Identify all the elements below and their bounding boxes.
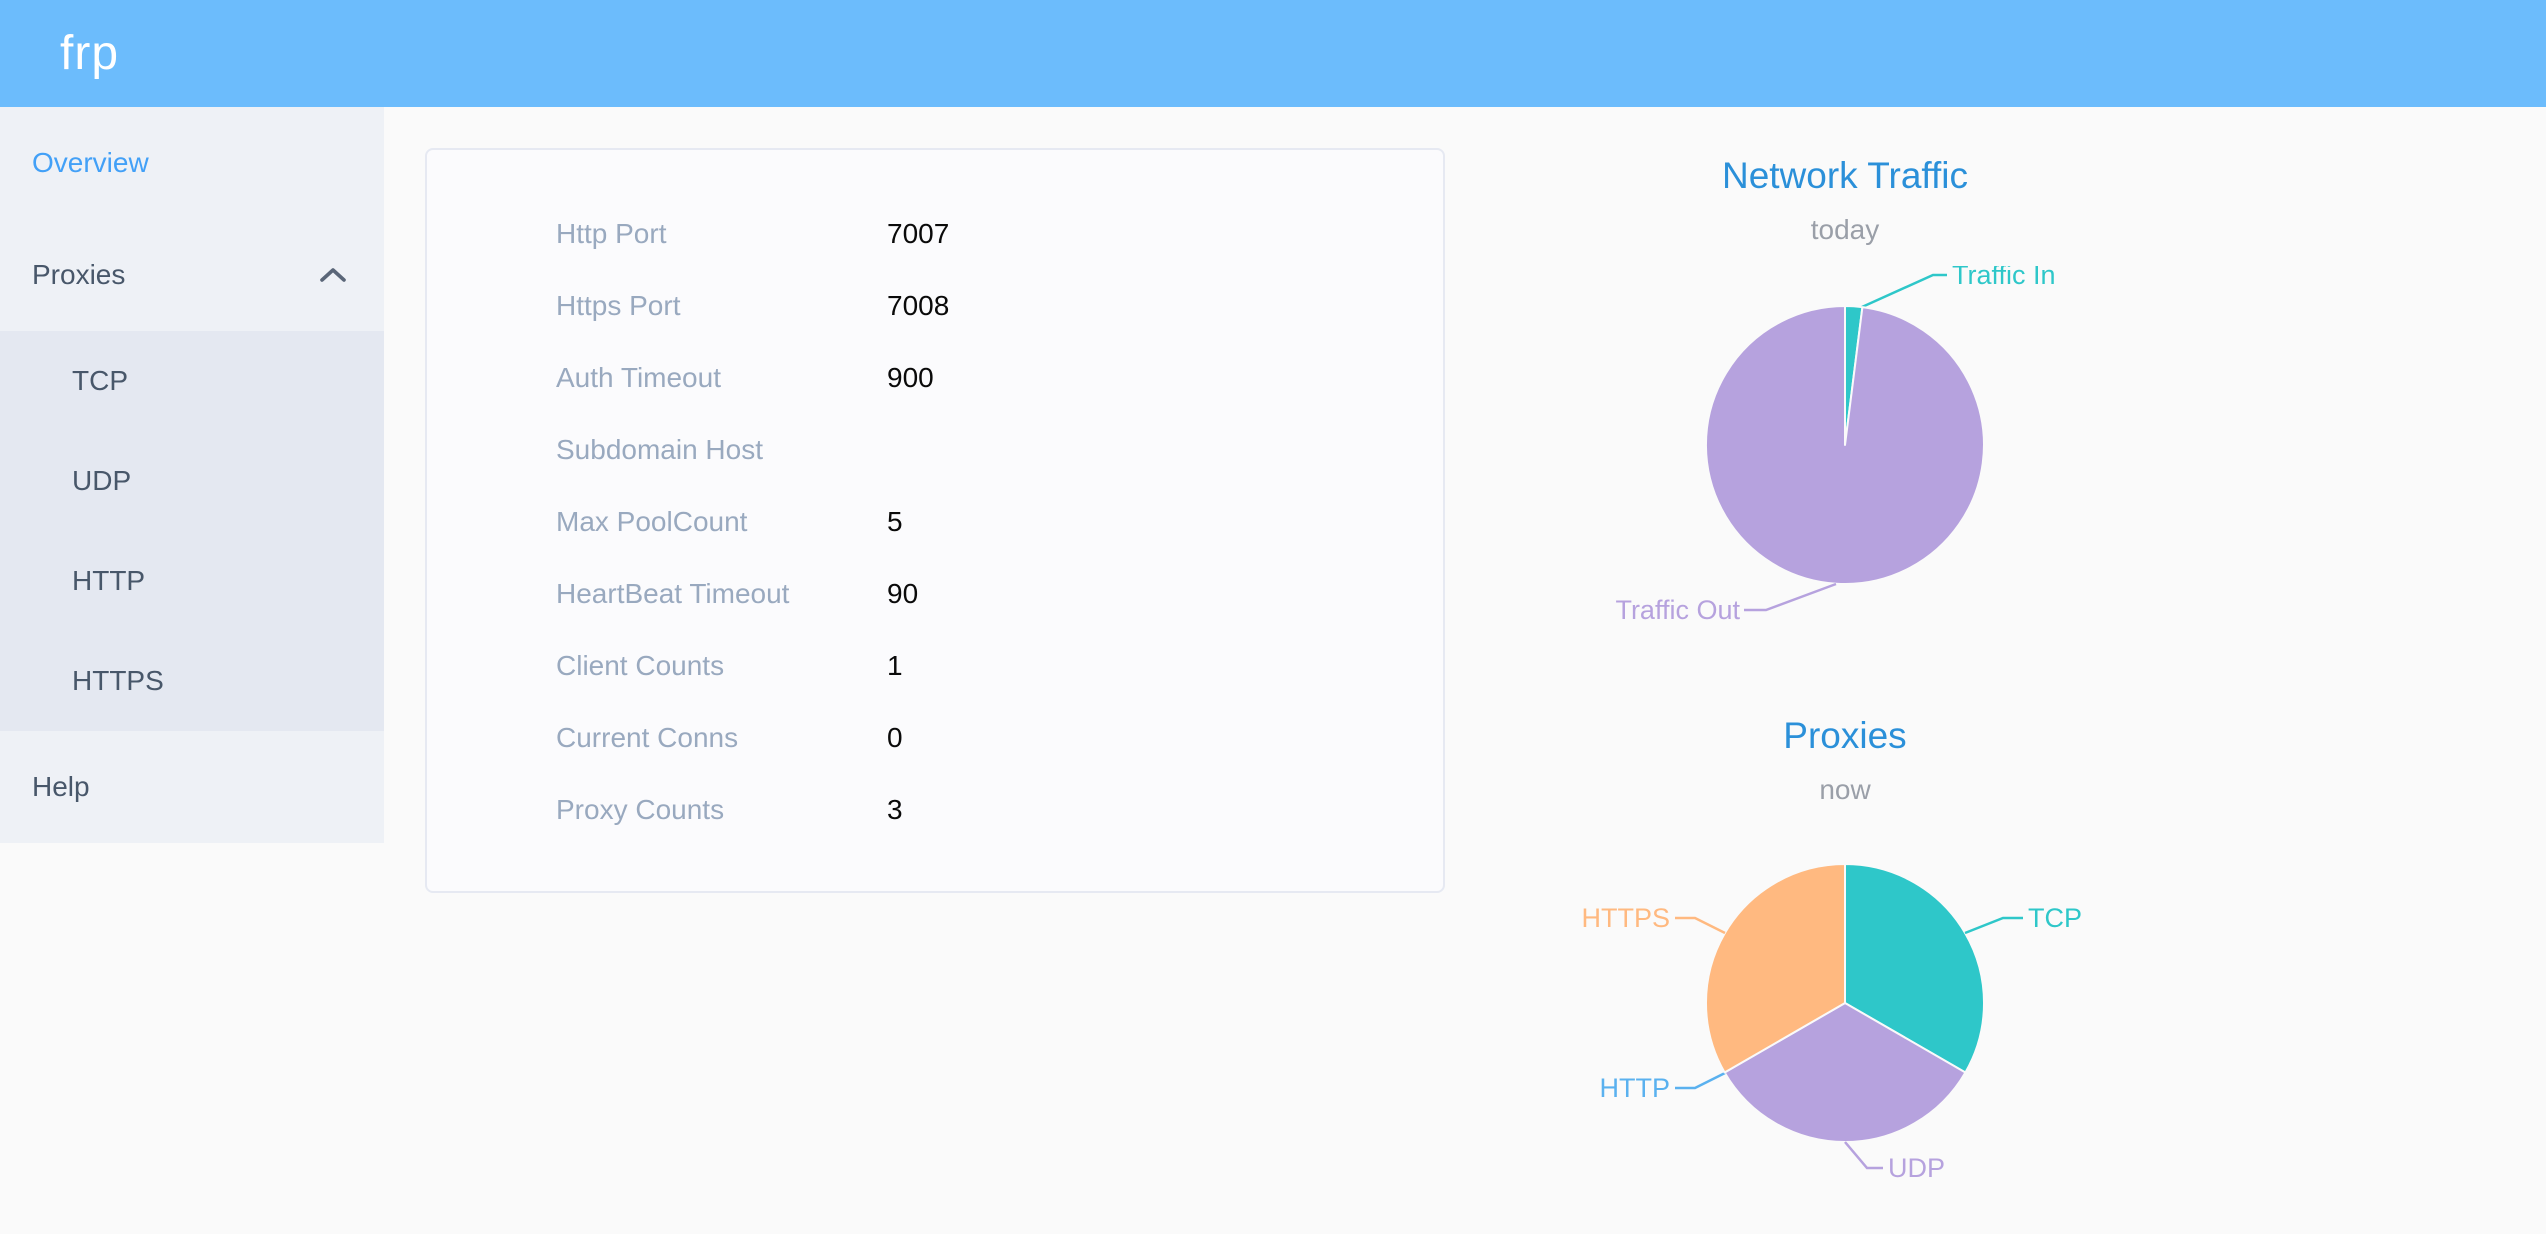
chart-title: Proxies	[1783, 715, 1907, 756]
sidebar-menu: Overview Proxies TCP UDP HTTP HTTPS Help	[0, 107, 384, 843]
config-row-https-port: Https Port 7008	[427, 270, 1443, 342]
config-row-current-conns: Current Conns 0	[427, 702, 1443, 774]
pie-label-traffic-out: Traffic Out	[1615, 595, 1740, 625]
config-row-heartbeat-timeout: HeartBeat Timeout 90	[427, 558, 1443, 630]
config-value: 1	[887, 650, 903, 681]
sidebar-item-https[interactable]: HTTPS	[0, 631, 384, 731]
pie-label-line	[1844, 1141, 1883, 1170]
sidebar-item-https-label: HTTPS	[72, 665, 164, 696]
network-traffic-chart: Network Traffic today Traffic In Traffic …	[1545, 152, 2145, 626]
config-value: 7007	[887, 218, 950, 249]
proxies-pie: TCP UDP HTTP HTTPS	[1581, 863, 2082, 1183]
config-row-auth-timeout: Auth Timeout 900	[427, 342, 1443, 414]
config-value: 900	[887, 362, 934, 393]
config-label: Subdomain Host	[556, 434, 764, 465]
pie-label-line	[1675, 1071, 1726, 1090]
frp-logo: frp	[60, 27, 120, 80]
config-label: Proxy Counts	[556, 794, 725, 825]
pie-label-udp: UDP	[1888, 1153, 1945, 1183]
sidebar-item-help[interactable]: Help	[0, 731, 384, 843]
config-row-subdomain-host: Subdomain Host	[427, 414, 1443, 486]
config-label: Client Counts	[556, 650, 725, 681]
config-row-client-counts: Client Counts 1	[427, 630, 1443, 702]
sidebar-item-proxies[interactable]: Proxies	[0, 219, 384, 331]
config-value: 0	[887, 722, 903, 753]
config-label: HeartBeat Timeout	[556, 578, 790, 609]
config-label: Http Port	[556, 218, 667, 249]
pie-label-line	[1744, 582, 1837, 612]
sidebar-item-help-label: Help	[32, 771, 90, 802]
pie-label-line	[1675, 916, 1726, 935]
config-label: Auth Timeout	[556, 362, 721, 393]
chart-subtitle: today	[1810, 214, 1880, 245]
sidebar-item-tcp[interactable]: TCP	[0, 331, 384, 431]
network-traffic-pie: Traffic In Traffic Out	[1615, 266, 2056, 625]
config-value: 90	[887, 578, 919, 609]
pie-label-traffic-in: Traffic In	[1952, 266, 2056, 290]
app-header: frp	[0, 0, 2546, 107]
sidebar-item-overview-label: Overview	[32, 147, 149, 178]
chart-subtitle: now	[1819, 774, 1871, 805]
config-row-proxy-counts: Proxy Counts 3	[427, 774, 1443, 846]
pie-label-http: HTTP	[1600, 1073, 1671, 1103]
config-row-http-port: Http Port 7007	[427, 198, 1443, 270]
config-label: Current Conns	[556, 722, 739, 753]
proxies-submenu: TCP UDP HTTP HTTPS	[0, 331, 384, 731]
sidebar-item-tcp-label: TCP	[72, 365, 128, 396]
config-value: 5	[887, 506, 903, 537]
config-value: 3	[887, 794, 903, 825]
pie-label-tcp: TCP	[2028, 903, 2082, 933]
config-row-max-poolcount: Max PoolCount 5	[427, 486, 1443, 558]
sidebar-item-proxies-label: Proxies	[32, 259, 126, 290]
server-config-card: Http Port 7007 Https Port 7008 Auth Time…	[425, 148, 1445, 893]
config-label: Max PoolCount	[556, 506, 748, 537]
config-label: Https Port	[556, 290, 681, 321]
sidebar-item-http-label: HTTP	[72, 565, 146, 596]
chevron-up-icon	[320, 268, 346, 282]
chart-title: Network Traffic	[1721, 155, 1969, 196]
pie-label-line	[1964, 916, 2023, 935]
proxies-chart: Proxies now TCP UDP HTTP HTTPS	[1545, 712, 2145, 1186]
pie-label-https: HTTPS	[1581, 903, 1670, 933]
pie-label-line	[1861, 273, 1947, 309]
pie-slice-traffic-out[interactable]	[1705, 305, 1985, 585]
sidebar-item-http[interactable]: HTTP	[0, 531, 384, 631]
sidebar-item-overview[interactable]: Overview	[0, 107, 384, 219]
sidebar-item-udp[interactable]: UDP	[0, 431, 384, 531]
config-value: 7008	[887, 290, 950, 321]
sidebar-item-udp-label: UDP	[72, 465, 132, 496]
